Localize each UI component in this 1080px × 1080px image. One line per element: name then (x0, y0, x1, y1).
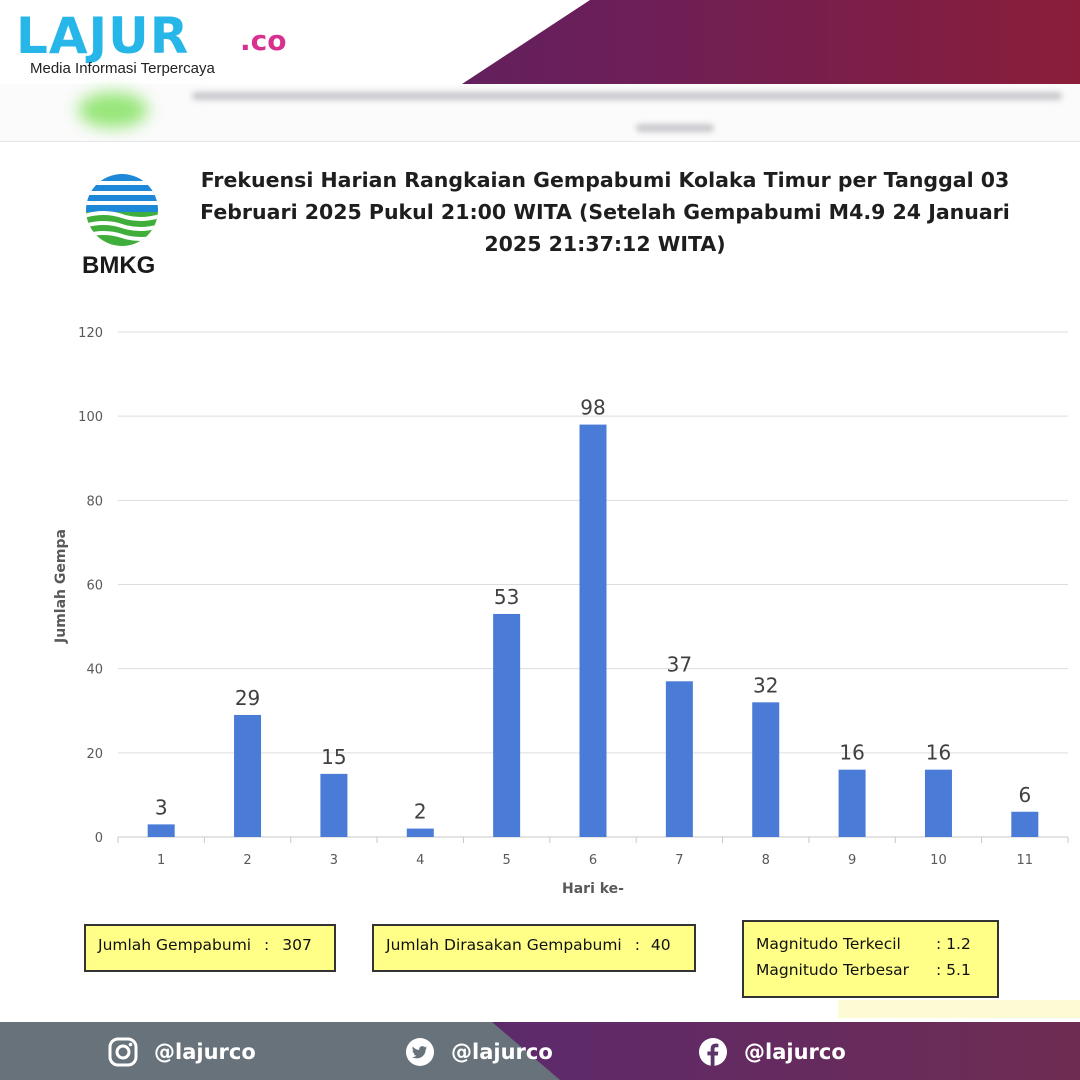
x-tick-label: 8 (762, 853, 770, 868)
bar-value-label: 2 (414, 800, 427, 824)
twitter-handle: @lajurco (451, 1040, 553, 1064)
bar-value-label: 29 (235, 686, 260, 710)
magnitude-min-label: Magnitudo Terkecil (756, 935, 901, 953)
decorative-strip (838, 1000, 1080, 1018)
bar-value-label: 6 (1018, 783, 1031, 807)
facebook-handle: @lajurco (744, 1040, 846, 1064)
x-tick-label: 3 (330, 853, 338, 868)
instagram-link[interactable]: @lajurco (108, 1034, 256, 1070)
header-banner (0, 0, 1080, 84)
bar-day-5 (493, 613, 521, 837)
blurred-text-line (192, 92, 1062, 100)
bar-day-7 (665, 681, 693, 837)
total-earthquakes-label: Jumlah Gempabumi (98, 936, 252, 954)
y-tick-label: 100 (78, 410, 103, 425)
y-tick-label: 60 (86, 579, 103, 594)
bar-value-label: 3 (155, 795, 168, 819)
bmkg-emblem-icon (86, 174, 158, 246)
facebook-icon (699, 1038, 727, 1066)
magnitude-max-value: : 5.1 (936, 961, 971, 979)
bar-day-2 (234, 714, 262, 837)
x-tick-label: 6 (589, 853, 597, 868)
magnitude-box: Magnitudo Terkecil : 1.2 Magnitudo Terbe… (742, 920, 999, 998)
felt-earthquakes-value: 40 (650, 936, 671, 954)
x-tick-label: 10 (930, 853, 947, 868)
magnitude-min-value: : 1.2 (936, 935, 971, 953)
y-tick-label: 40 (86, 663, 103, 678)
y-tick-label: 120 (78, 326, 103, 341)
magnitude-max-label: Magnitudo Terbesar (756, 961, 910, 979)
twitter-link[interactable]: @lajurco (405, 1034, 553, 1070)
bar-day-8 (752, 702, 780, 837)
blurred-text-line (636, 124, 714, 132)
y-tick-label: 80 (86, 494, 103, 509)
bar-day-4 (406, 828, 434, 837)
bar-value-label: 16 (839, 741, 864, 765)
x-tick-label: 1 (157, 853, 165, 868)
infographic-card (0, 142, 1080, 1022)
bar-day-1 (147, 824, 175, 837)
bar-value-label: 15 (321, 745, 346, 769)
y-tick-label: 0 (95, 831, 103, 846)
x-tick-label: 7 (675, 853, 683, 868)
felt-earthquakes-box: Jumlah Dirasakan Gempabumi : 40 (372, 924, 696, 972)
total-earthquakes-value: 307 (282, 936, 312, 954)
instagram-handle: @lajurco (154, 1040, 256, 1064)
bar-value-label: 53 (494, 585, 519, 609)
bar-day-11 (1011, 811, 1039, 837)
facebook-link[interactable]: @lajurco (698, 1034, 846, 1070)
y-tick-label: 20 (86, 747, 103, 762)
bar-value-label: 98 (580, 396, 605, 420)
total-earthquakes-box: Jumlah Gempabumi : 307 (84, 924, 336, 972)
felt-earthquakes-label: Jumlah Dirasakan Gempabumi (386, 936, 622, 954)
bar-day-10 (924, 769, 952, 837)
chart-title: Frekuensi Harian Rangkaian Gempabumi Kol… (200, 168, 1010, 256)
instagram-icon (108, 1037, 138, 1067)
x-tick-label: 2 (243, 853, 251, 868)
x-tick-label: 11 (1017, 853, 1034, 868)
bar-value-label: 37 (667, 652, 692, 676)
twitter-icon (406, 1038, 434, 1066)
site-logo-tld: .co (240, 24, 287, 57)
felt-earthquakes-separator: : (634, 936, 640, 954)
bar-day-9 (838, 769, 866, 837)
magnitude-max-row: Magnitudo Terbesar : 5.1 (756, 957, 985, 983)
footer-gradient (492, 1022, 1080, 1080)
blurred-decoration (78, 92, 148, 128)
magnitude-min-row: Magnitudo Terkecil : 1.2 (756, 931, 985, 957)
site-logo[interactable]: LAJUR (16, 7, 190, 65)
footer-bar (0, 1022, 1080, 1080)
bar-chart: 0204060801001203129215324535986377328169… (53, 326, 1069, 897)
y-axis-label: Jumlah Gempa (53, 529, 69, 644)
bar-value-label: 32 (753, 673, 778, 697)
x-axis-label: Hari ke- (562, 881, 624, 897)
bar-day-3 (320, 773, 348, 837)
total-earthquakes-separator: : (264, 936, 270, 954)
x-tick-label: 9 (848, 853, 856, 868)
x-tick-label: 5 (502, 853, 510, 868)
bmkg-wordmark: BMKG (82, 252, 156, 279)
bar-day-6 (579, 424, 607, 837)
site-tagline: Media Informasi Terpercaya (30, 60, 215, 77)
x-tick-label: 4 (416, 853, 424, 868)
bar-value-label: 16 (926, 741, 951, 765)
